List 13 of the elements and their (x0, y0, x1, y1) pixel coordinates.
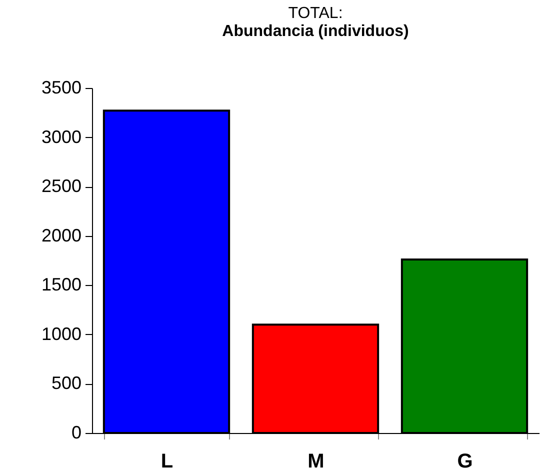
x-tick-label: L (160, 450, 174, 472)
x-tick-label: M (308, 450, 324, 472)
x-tick-label: G (457, 450, 473, 472)
chart-subtitle: Abundancia (individuos) (222, 23, 409, 40)
y-tick-label: 3000 (41, 126, 82, 147)
y-tick-label: 2000 (41, 225, 82, 246)
chart-title: TOTAL: (288, 5, 343, 22)
y-tick-label: 1500 (41, 274, 82, 295)
y-tick-label: 3500 (41, 78, 82, 98)
y-tick-label: 500 (51, 373, 82, 394)
y-tick-label: 2500 (41, 176, 82, 196)
y-tick-label: 1000 (41, 324, 82, 344)
y-tick-label: 0 (71, 422, 82, 442)
